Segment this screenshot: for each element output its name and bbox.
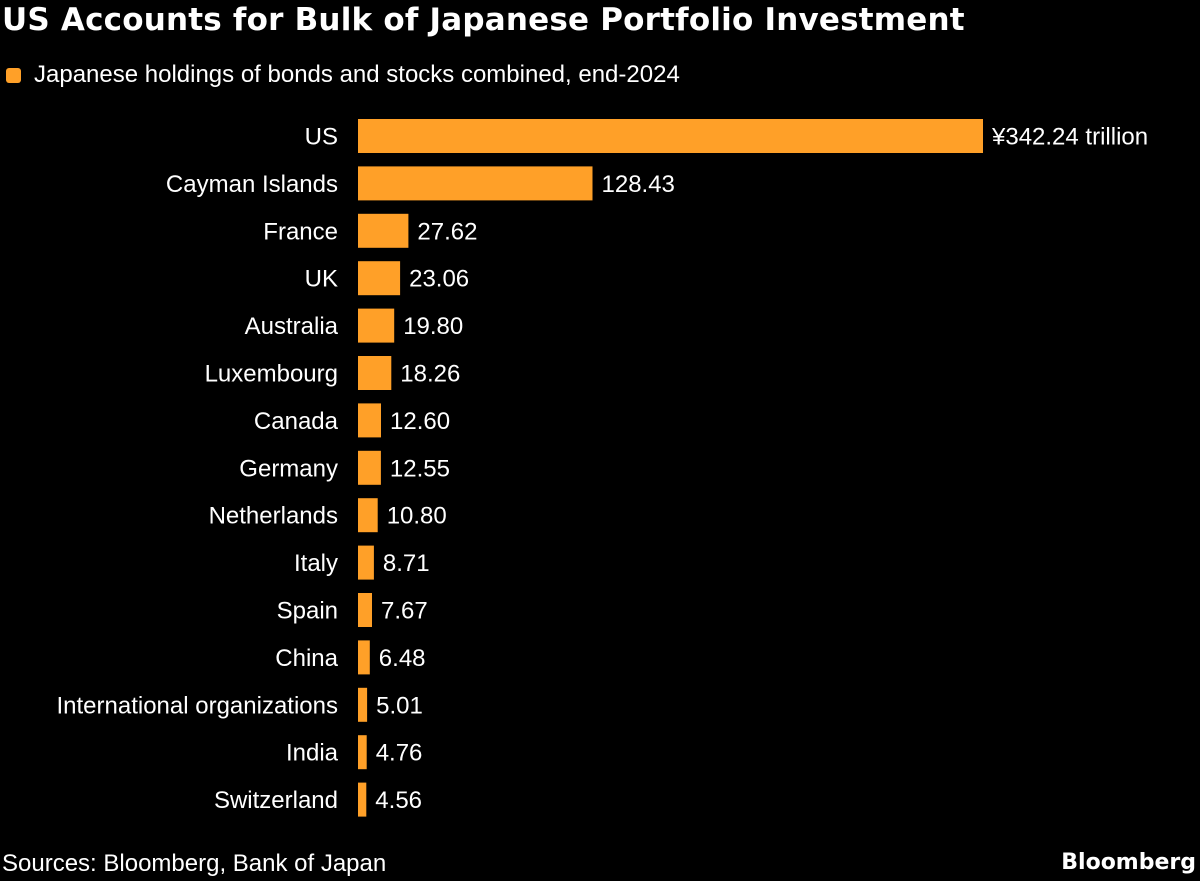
bar xyxy=(358,640,370,675)
category-label: China xyxy=(275,645,338,672)
value-label: 6.48 xyxy=(379,645,426,672)
bar xyxy=(358,403,381,438)
value-label: 12.55 xyxy=(390,455,450,482)
category-label: Spain xyxy=(277,598,338,625)
brand-logo: Bloomberg xyxy=(1061,850,1196,875)
bar xyxy=(358,498,378,533)
bar xyxy=(358,450,381,485)
bar xyxy=(358,356,392,390)
category-label: Italy xyxy=(294,550,338,577)
value-label: 8.71 xyxy=(383,550,430,577)
legend-swatch xyxy=(6,67,21,83)
category-label: US xyxy=(305,124,338,151)
value-label: 19.80 xyxy=(403,313,463,340)
value-label: 23.06 xyxy=(409,266,469,293)
value-label: 128.43 xyxy=(602,171,675,198)
category-label: Cayman Islands xyxy=(166,171,338,198)
bar xyxy=(358,308,395,343)
bar xyxy=(358,545,374,580)
value-label: 5.01 xyxy=(376,692,423,719)
bar xyxy=(358,687,368,722)
bar xyxy=(358,261,401,296)
category-label: Netherlands xyxy=(209,503,338,530)
value-label: 4.56 xyxy=(375,787,422,814)
value-label: 10.80 xyxy=(387,503,447,530)
bar xyxy=(358,735,367,770)
bar xyxy=(358,166,593,201)
category-label: UK xyxy=(305,266,338,293)
legend-label: Japanese holdings of bonds and stocks co… xyxy=(34,61,680,88)
bars-layer: US ¥342.24 trillion Cayman Islands 128.43 Fr… xyxy=(56,119,1148,817)
category-label: International organizations xyxy=(56,692,338,719)
category-label: Switzerland xyxy=(214,787,338,814)
value-label: 12.60 xyxy=(390,408,450,435)
bar xyxy=(358,119,983,153)
value-label: ¥342.24 trillion xyxy=(991,124,1148,151)
source-note: Sources: Bloomberg, Bank of Japan xyxy=(2,850,387,877)
bar xyxy=(358,782,367,817)
category-label: France xyxy=(263,218,338,245)
value-label: 27.62 xyxy=(417,218,477,245)
chart-title: US Accounts for Bulk of Japanese Portfol… xyxy=(2,2,965,38)
category-label: Canada xyxy=(254,408,339,435)
bar xyxy=(358,593,372,627)
bar xyxy=(358,213,409,248)
category-label: Germany xyxy=(239,455,338,482)
value-label: 4.76 xyxy=(376,740,423,767)
value-label: 18.26 xyxy=(400,361,460,388)
category-label: Australia xyxy=(245,313,339,340)
legend: Japanese holdings of bonds and stocks co… xyxy=(6,60,680,90)
value-label: 7.67 xyxy=(381,598,428,625)
category-label: India xyxy=(286,740,339,767)
category-label: Luxembourg xyxy=(205,361,338,388)
